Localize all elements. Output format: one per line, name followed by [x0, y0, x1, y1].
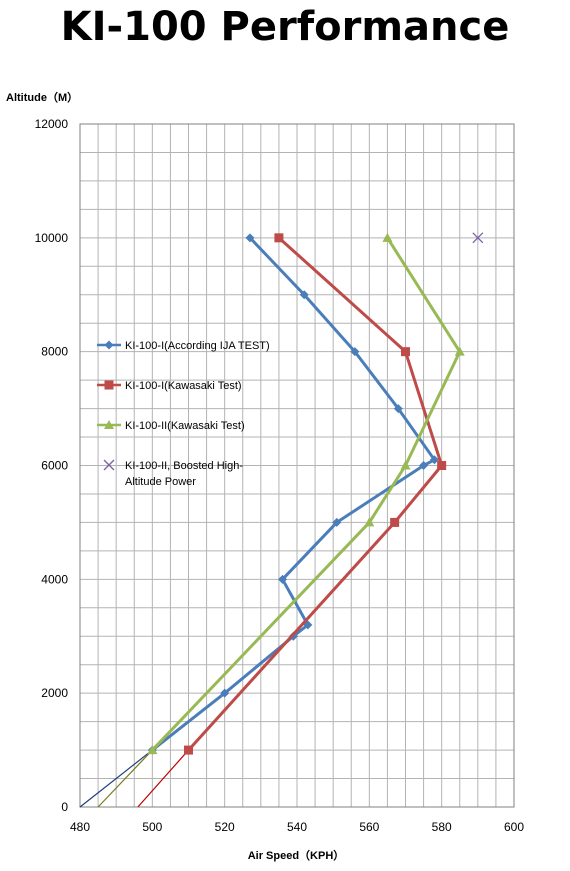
y-axis-label: Altitude（M）: [6, 91, 78, 104]
legend-item-4: KI-100-II, Boosted High- Altitude Power: [103, 459, 243, 488]
x-tick-label: 500: [142, 820, 162, 834]
data-point: [390, 517, 400, 527]
legend-item-3: KI-100-II(Kawasaki Test): [97, 420, 245, 432]
series-4: [472, 232, 484, 244]
legend-label: KI-100-II, Boosted High-: [125, 460, 243, 472]
plot-area-frame: [79, 123, 515, 808]
extrapolation-line: [137, 749, 189, 808]
y-tick-label: 6000: [41, 459, 68, 473]
y-axis-ticks: 0 2000 4000 6000 8000 10000 12000: [35, 117, 69, 814]
series-3: [147, 232, 465, 755]
data-series: [147, 232, 484, 755]
chart-title: KI-100 Performance: [60, 4, 510, 50]
legend-item-1: KI-100-I(According IJA TEST): [97, 340, 270, 352]
legend: KI-100-I(According IJA TEST) KI-100-I(Kaw…: [97, 340, 270, 488]
data-point: [350, 347, 360, 357]
x-tick-label: 540: [287, 820, 307, 834]
x-tick-label: 580: [432, 820, 452, 834]
x-marker-stroke: [472, 232, 484, 244]
plot-border: [79, 123, 515, 808]
legend-item-2: KI-100-I(Kawasaki Test): [97, 380, 242, 392]
data-point: [419, 461, 429, 470]
data-point: [274, 233, 284, 243]
legend-label: Altitude Power: [125, 476, 196, 488]
x-axis-ticks: 480 500 520 540 560 580 600: [70, 820, 524, 834]
data-point: [400, 460, 411, 470]
y-tick-label: 0: [61, 800, 68, 814]
x-tick-label: 600: [504, 820, 524, 834]
extrapolation-lines: [79, 749, 189, 808]
data-point: [220, 688, 230, 698]
data-point: [332, 517, 342, 527]
extrapolation-line: [79, 749, 153, 808]
y-tick-label: 10000: [35, 231, 69, 245]
extrapolation-line: [97, 749, 153, 808]
data-point: [472, 232, 484, 244]
y-tick-label: 8000: [41, 345, 68, 359]
data-point: [429, 455, 439, 465]
legend-marker: [104, 380, 114, 390]
x-axis-label: Air Speed（KPH）: [248, 849, 345, 862]
y-tick-label: 12000: [35, 117, 69, 131]
legend-marker: [104, 340, 114, 350]
x-tick-label: 480: [70, 820, 90, 834]
data-point: [401, 347, 410, 357]
data-point: [278, 574, 288, 584]
data-point: [147, 745, 158, 755]
data-point: [299, 290, 309, 300]
data-point: [437, 461, 447, 470]
x-tick-label: 560: [359, 820, 379, 834]
y-tick-label: 4000: [41, 572, 68, 586]
data-point: [184, 745, 193, 755]
data-point: [364, 517, 375, 527]
legend-label: KI-100-I(Kawasaki Test): [125, 380, 242, 392]
x-tick-label: 520: [215, 820, 235, 834]
legend-label: KI-100-I(According IJA TEST): [125, 340, 270, 352]
y-tick-label: 2000: [41, 686, 68, 700]
x-marker-stroke: [103, 459, 115, 471]
data-point: [393, 404, 403, 414]
legend-marker: [104, 420, 114, 429]
legend-label: KI-100-II(Kawasaki Test): [125, 420, 245, 432]
data-point: [382, 232, 393, 242]
legend-marker: [103, 459, 115, 471]
data-point: [245, 233, 255, 243]
data-point: [454, 346, 465, 356]
series-2: [184, 233, 447, 755]
